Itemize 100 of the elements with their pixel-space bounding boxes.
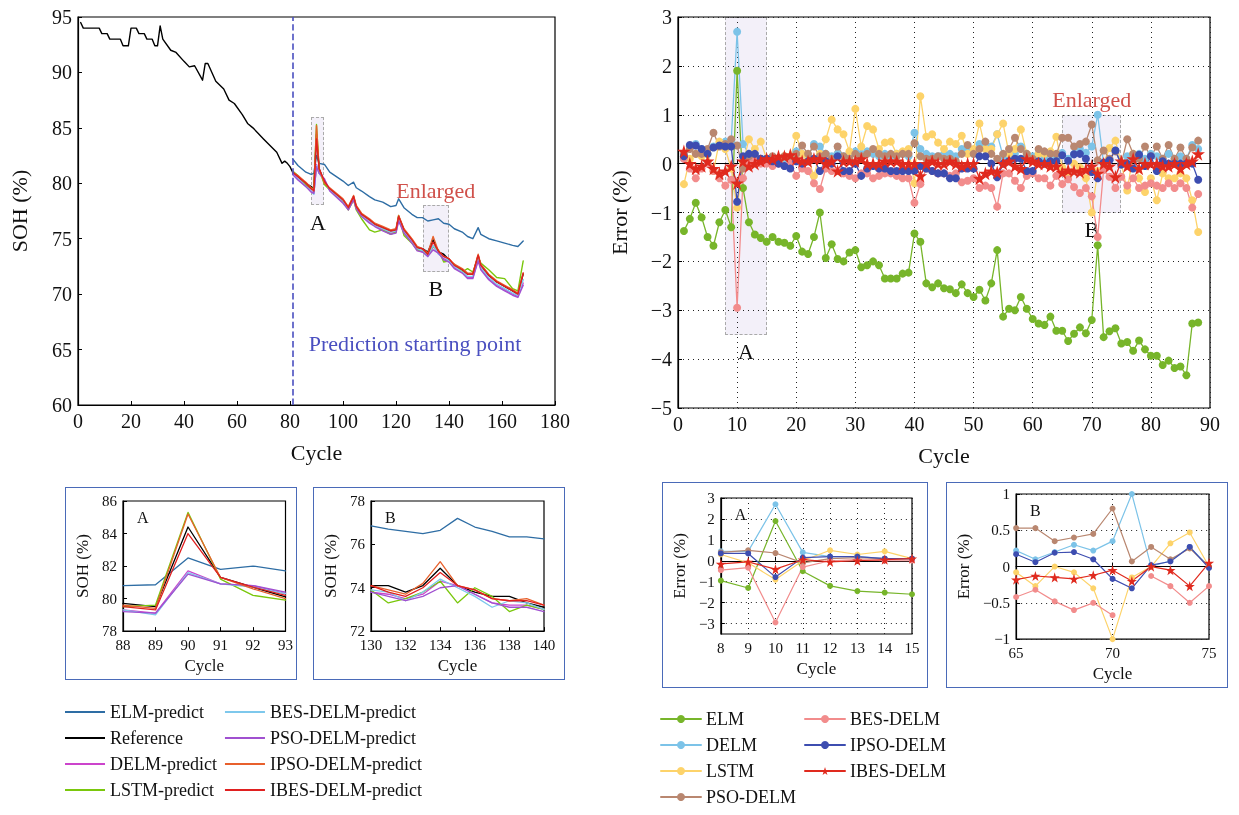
x-tick-label: 136 (463, 636, 487, 653)
x-axis-title: Cycle (796, 658, 837, 678)
x-tick-label: 138 (498, 636, 521, 653)
x-tick-label: 90 (1200, 413, 1220, 435)
legend-label: LSTM-predict (110, 780, 214, 800)
y-tick-label: 75 (52, 227, 72, 250)
y-tick-label: 90 (52, 61, 72, 84)
legend-label: DELM (706, 735, 757, 755)
legend-label: ELM-predict (110, 702, 204, 722)
x-tick-label: 15 (904, 639, 920, 656)
y-tick-label: 0 (662, 152, 672, 175)
legend-label: IBES-DELM (850, 761, 947, 781)
legend-label: ELM (706, 709, 744, 729)
annotation: A (309, 209, 326, 235)
ref-line-label: Prediction starting point (308, 330, 522, 356)
x-tick-label: 140 (532, 636, 556, 653)
x-tick-label: 10 (767, 639, 783, 656)
x-axis-title: Cycle (290, 439, 343, 465)
y-tick-label: −2 (650, 250, 672, 273)
x-tick-label: 70 (1081, 413, 1102, 435)
legend-label: BES-DELM (850, 709, 941, 729)
x-tick-label: 100 (328, 410, 358, 432)
y-tick-label: 1 (1002, 486, 1011, 502)
y-tick-label: 76 (350, 536, 366, 553)
x-tick-label: 50 (963, 413, 984, 435)
y-tick-label: 0.5 (991, 522, 1011, 539)
annotation: B (1030, 501, 1041, 519)
x-tick-label: 11 (795, 639, 810, 656)
x-tick-label: 20 (786, 413, 807, 435)
x-axis-title: Cycle (437, 656, 478, 675)
y-tick-label: 74 (350, 579, 366, 596)
x-tick-label: 89 (148, 636, 163, 653)
x-tick-label: 30 (845, 413, 866, 435)
x-tick-label: 88 (115, 636, 131, 653)
x-axis-title: Cycle (1092, 664, 1133, 683)
legend-label: Reference (110, 728, 183, 748)
x-tick-label: 75 (1201, 644, 1217, 661)
y-tick-label: 95 (52, 6, 72, 28)
x-axis-title: Cycle (184, 656, 225, 675)
y-tick-label: 2 (662, 54, 672, 77)
x-tick-label: 134 (428, 636, 452, 653)
legend-label: IPSO-DELM-predict (269, 754, 422, 774)
y-tick-label: 84 (102, 525, 118, 542)
x-tick-label: 70 (1105, 644, 1121, 661)
x-tick-label: 180 (540, 410, 570, 432)
legend-label: LSTM (706, 761, 755, 781)
x-tick-label: 8 (717, 639, 725, 656)
y-tick-label: 82 (102, 558, 117, 575)
annotation: Enlarged (1052, 87, 1132, 113)
legend-label: PSO-DELM-predict (269, 728, 416, 748)
y-tick-label: −4 (650, 348, 672, 371)
y-axis-title: SOH (%) (6, 169, 32, 253)
legend-label: IPSO-DELM (850, 735, 947, 755)
y-tick-label: −5 (650, 397, 672, 419)
y-tick-label: 78 (350, 493, 365, 509)
y-tick-label: 1 (707, 531, 715, 548)
legend-label: PSO-DELM (706, 787, 797, 807)
y-tick-label: −1 (698, 573, 715, 590)
legend-label: DELM-predict (110, 754, 217, 774)
y-axis-title: SOH (%) (73, 534, 92, 598)
x-tick-label: 92 (245, 636, 261, 653)
x-tick-label: 9 (744, 639, 752, 656)
y-tick-label: 78 (102, 623, 117, 640)
y-tick-label: 1 (662, 103, 672, 126)
x-tick-label: 132 (394, 636, 417, 653)
annotation: Enlarged (396, 177, 476, 203)
y-axis-title: Error (%) (670, 533, 689, 599)
y-tick-label: 80 (52, 172, 72, 195)
y-tick-label: 85 (52, 116, 72, 139)
y-tick-label: 0 (1002, 558, 1011, 575)
y-tick-label: 60 (52, 394, 72, 416)
y-tick-label: −3 (650, 299, 672, 322)
annotation: B (428, 276, 444, 302)
legend-label: IBES-DELM-predict (269, 780, 422, 800)
x-tick-label: 140 (434, 410, 464, 432)
legend-label: BES-DELM-predict (269, 702, 416, 722)
x-tick-label: 40 (904, 413, 925, 435)
y-tick-label: 70 (52, 283, 72, 306)
y-tick-label: −3 (698, 615, 715, 632)
x-tick-label: 60 (227, 410, 247, 432)
y-tick-label: 3 (707, 490, 715, 506)
y-tick-label: 65 (52, 338, 72, 361)
annotation: A (738, 339, 755, 365)
annotation: B (385, 508, 396, 526)
x-tick-label: 12 (822, 639, 838, 656)
y-tick-label: 2 (707, 510, 715, 527)
annotation: A (734, 505, 747, 523)
y-tick-label: −1 (650, 201, 672, 224)
y-tick-label: −1 (994, 631, 1011, 648)
y-tick-label: 86 (102, 493, 118, 509)
x-tick-label: 40 (174, 410, 194, 432)
x-axis-title: Cycle (918, 442, 970, 468)
x-tick-label: 14 (877, 639, 893, 656)
x-tick-label: 90 (180, 636, 196, 653)
y-axis-title: SOH (%) (321, 534, 340, 598)
x-tick-label: 10 (727, 413, 748, 435)
y-tick-label: −0.5 (982, 594, 1011, 611)
x-tick-label: 93 (278, 636, 293, 653)
y-tick-label: −2 (698, 594, 715, 611)
x-tick-label: 13 (849, 639, 865, 656)
